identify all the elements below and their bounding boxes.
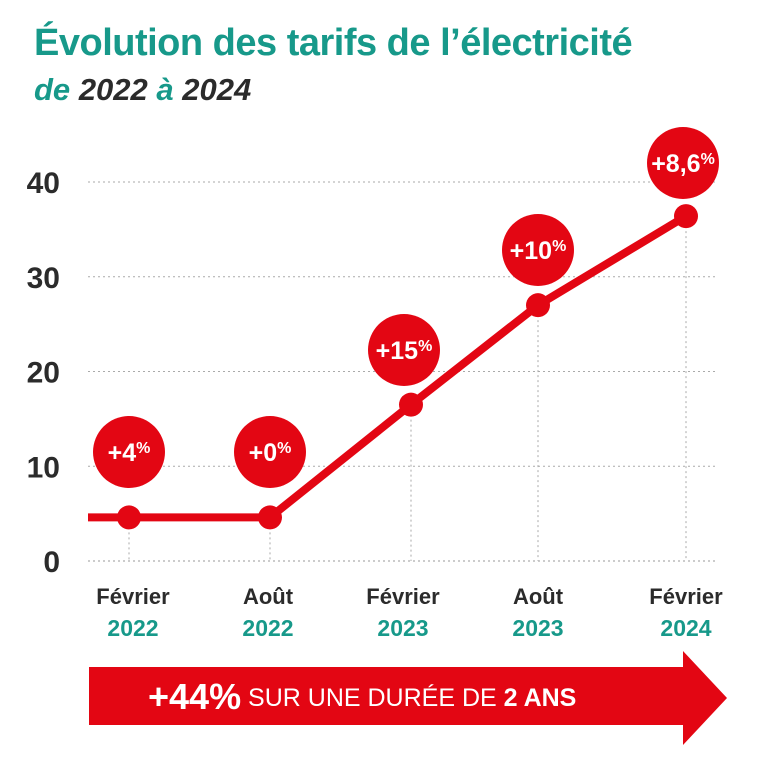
x-tick-month: Août bbox=[243, 584, 294, 609]
subtitle-a: à bbox=[156, 72, 174, 107]
data-label-bubble bbox=[368, 314, 440, 386]
y-tick-label: 30 bbox=[27, 262, 60, 295]
banner-arrow bbox=[89, 651, 727, 745]
data-label: +15% bbox=[376, 337, 433, 365]
x-tick-month: Août bbox=[513, 584, 564, 609]
data-point bbox=[117, 505, 141, 530]
data-point bbox=[526, 293, 550, 318]
y-tick-label: 20 bbox=[27, 357, 60, 390]
data-label-bubble bbox=[647, 127, 719, 199]
x-tick-year: 2024 bbox=[660, 615, 711, 641]
subtitle-end-year: 2024 bbox=[182, 72, 252, 107]
banner-middle: SUR UNE DURÉE DE bbox=[248, 684, 497, 712]
y-tick-label: 10 bbox=[27, 451, 60, 484]
banner-duration: 2 ANS bbox=[503, 684, 577, 712]
data-point bbox=[399, 392, 423, 417]
y-tick-label: 40 bbox=[27, 167, 60, 200]
data-label-bubble bbox=[93, 416, 165, 488]
chart-subtitle: de 2022 à 2024 bbox=[34, 72, 251, 108]
data-label: +4% bbox=[108, 439, 151, 467]
subtitle-start-year: 2022 bbox=[78, 72, 148, 107]
data-label-bubble bbox=[234, 416, 306, 488]
data-point bbox=[258, 505, 282, 530]
x-tick-month: Février bbox=[96, 584, 170, 609]
x-tick-year: 2023 bbox=[512, 615, 563, 641]
x-tick-month: Février bbox=[649, 584, 723, 609]
y-tick-label: 0 bbox=[43, 546, 60, 579]
subtitle-de: de bbox=[34, 72, 71, 107]
banner-total: +44% bbox=[148, 676, 242, 717]
data-label: +10% bbox=[510, 237, 567, 265]
data-point bbox=[674, 204, 698, 229]
chart-title: Évolution des tarifs de l’électricité bbox=[34, 22, 633, 64]
banner-text: +44% SUR UNE DURÉE DE 2 ANS bbox=[148, 676, 576, 718]
x-tick-year: 2022 bbox=[107, 615, 158, 641]
x-tick-month: Février bbox=[366, 584, 440, 609]
data-label: +8,6% bbox=[651, 150, 715, 178]
x-tick-year: 2023 bbox=[377, 615, 428, 641]
x-tick-year: 2022 bbox=[242, 615, 293, 641]
data-label: +0% bbox=[249, 439, 292, 467]
data-label-bubble bbox=[502, 214, 574, 286]
